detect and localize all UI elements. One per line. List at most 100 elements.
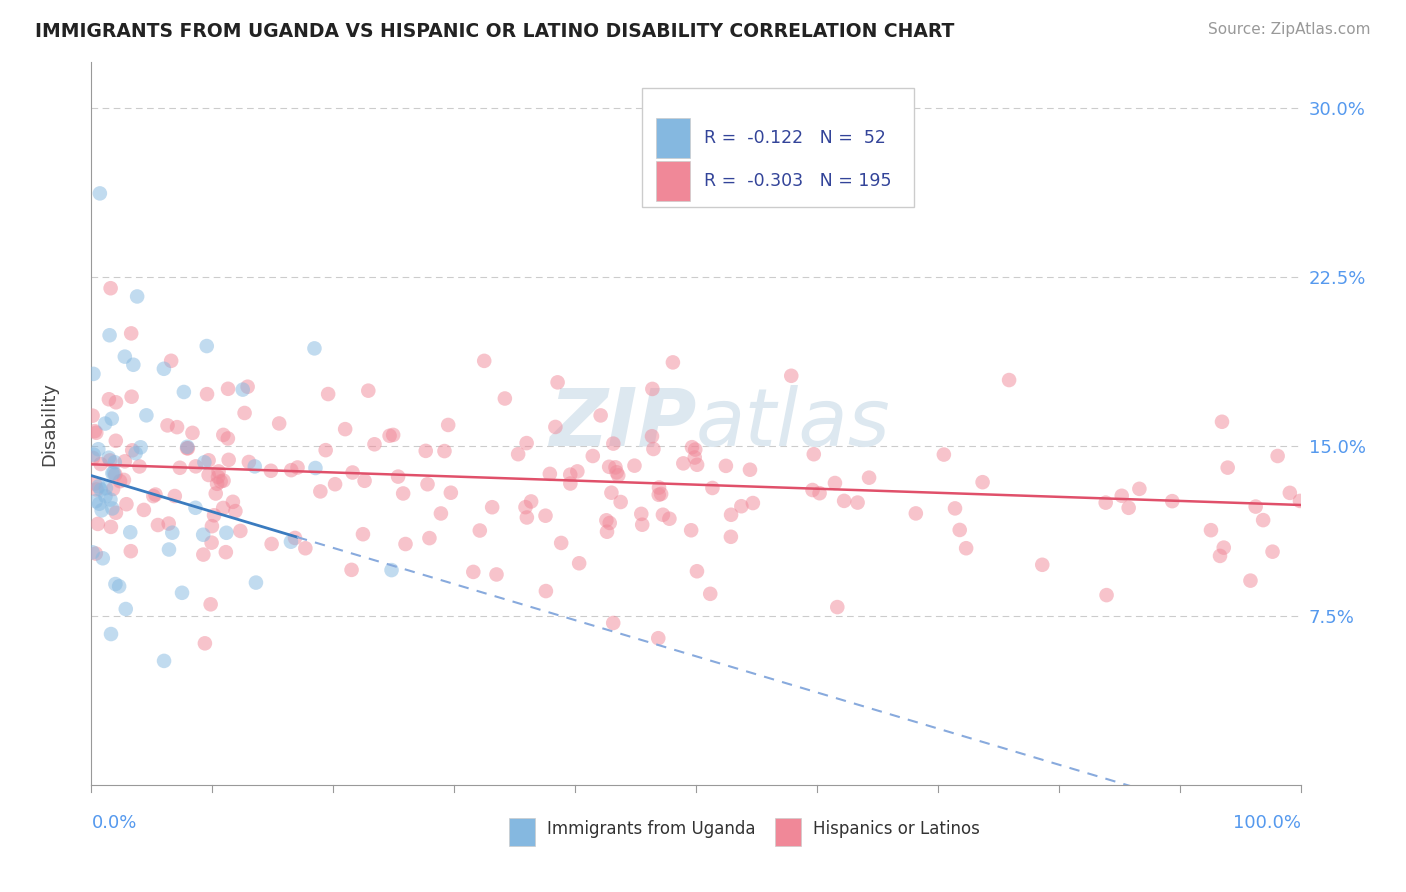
Point: [89, 186, 111, 201]
Point: [153, 654, 176, 668]
Point: [1261, 544, 1284, 558]
Point: [82, 409, 104, 423]
Point: [1212, 541, 1234, 555]
Point: [101, 411, 124, 425]
Point: [84, 547, 107, 561]
Point: [808, 486, 831, 500]
Point: [972, 475, 994, 490]
Text: ZIP: ZIP: [548, 384, 696, 463]
Point: [1161, 494, 1184, 508]
Point: [662, 355, 685, 369]
Point: [104, 434, 127, 448]
Point: [650, 487, 672, 501]
Point: [416, 477, 439, 491]
Point: [153, 361, 176, 376]
Point: [135, 409, 157, 423]
Point: [207, 470, 229, 484]
Point: [440, 485, 463, 500]
Point: [352, 527, 374, 541]
Point: [699, 587, 721, 601]
Point: [127, 289, 149, 303]
Text: 0.0%: 0.0%: [91, 814, 136, 832]
Point: [686, 564, 709, 578]
Point: [284, 531, 307, 545]
Point: [534, 508, 557, 523]
Point: [94, 417, 117, 431]
Point: [468, 524, 491, 538]
Point: [215, 545, 238, 559]
Point: [163, 489, 186, 503]
Text: Disability: Disability: [39, 382, 58, 466]
Point: [392, 486, 415, 500]
Point: [201, 519, 224, 533]
Point: [204, 486, 226, 500]
Point: [683, 450, 706, 465]
Point: [720, 508, 742, 522]
Point: [101, 467, 124, 481]
Text: Hispanics or Latinos: Hispanics or Latinos: [813, 820, 980, 838]
Point: [599, 516, 621, 530]
Point: [380, 563, 402, 577]
Point: [801, 483, 824, 497]
Point: [949, 523, 972, 537]
Point: [193, 548, 215, 562]
Point: [418, 531, 440, 545]
Point: [827, 600, 849, 615]
Point: [103, 466, 125, 480]
Point: [193, 527, 215, 541]
Point: [730, 500, 752, 514]
Point: [104, 506, 127, 520]
Point: [142, 489, 165, 503]
Point: [87, 516, 110, 531]
Point: [606, 465, 628, 479]
Point: [378, 429, 401, 443]
Point: [90, 483, 112, 497]
Point: [233, 406, 256, 420]
Point: [741, 496, 763, 510]
Point: [560, 476, 582, 491]
Point: [683, 442, 706, 457]
Point: [1239, 574, 1261, 588]
Point: [200, 598, 222, 612]
Point: [287, 460, 309, 475]
Point: [238, 455, 260, 469]
Point: [315, 443, 337, 458]
Point: [304, 461, 326, 475]
Point: [738, 463, 761, 477]
Text: R =  -0.303   N = 195: R = -0.303 N = 195: [704, 172, 891, 190]
Point: [515, 500, 537, 515]
Point: [363, 437, 385, 451]
Point: [598, 459, 620, 474]
Point: [94, 481, 117, 495]
Point: [387, 469, 409, 483]
Point: [212, 500, 235, 515]
Point: [316, 387, 339, 401]
Point: [485, 567, 508, 582]
Point: [1209, 549, 1232, 563]
Point: [803, 447, 825, 461]
Point: [200, 535, 222, 549]
Point: [160, 353, 183, 368]
Point: [1128, 482, 1150, 496]
Point: [651, 508, 673, 522]
Point: [120, 544, 142, 558]
Point: [595, 513, 617, 527]
Point: [86, 483, 108, 497]
Point: [114, 602, 136, 616]
Point: [197, 467, 219, 482]
Point: [630, 507, 652, 521]
Point: [1267, 449, 1289, 463]
Point: [232, 383, 254, 397]
Point: [184, 459, 207, 474]
Point: [202, 508, 225, 523]
Point: [681, 440, 703, 454]
Point: [83, 476, 105, 491]
Point: [177, 442, 200, 456]
Point: [560, 467, 582, 482]
Point: [904, 507, 927, 521]
Point: [97, 392, 120, 407]
Point: [217, 382, 239, 396]
Point: [94, 489, 117, 503]
Point: [382, 428, 405, 442]
Point: [686, 458, 709, 472]
